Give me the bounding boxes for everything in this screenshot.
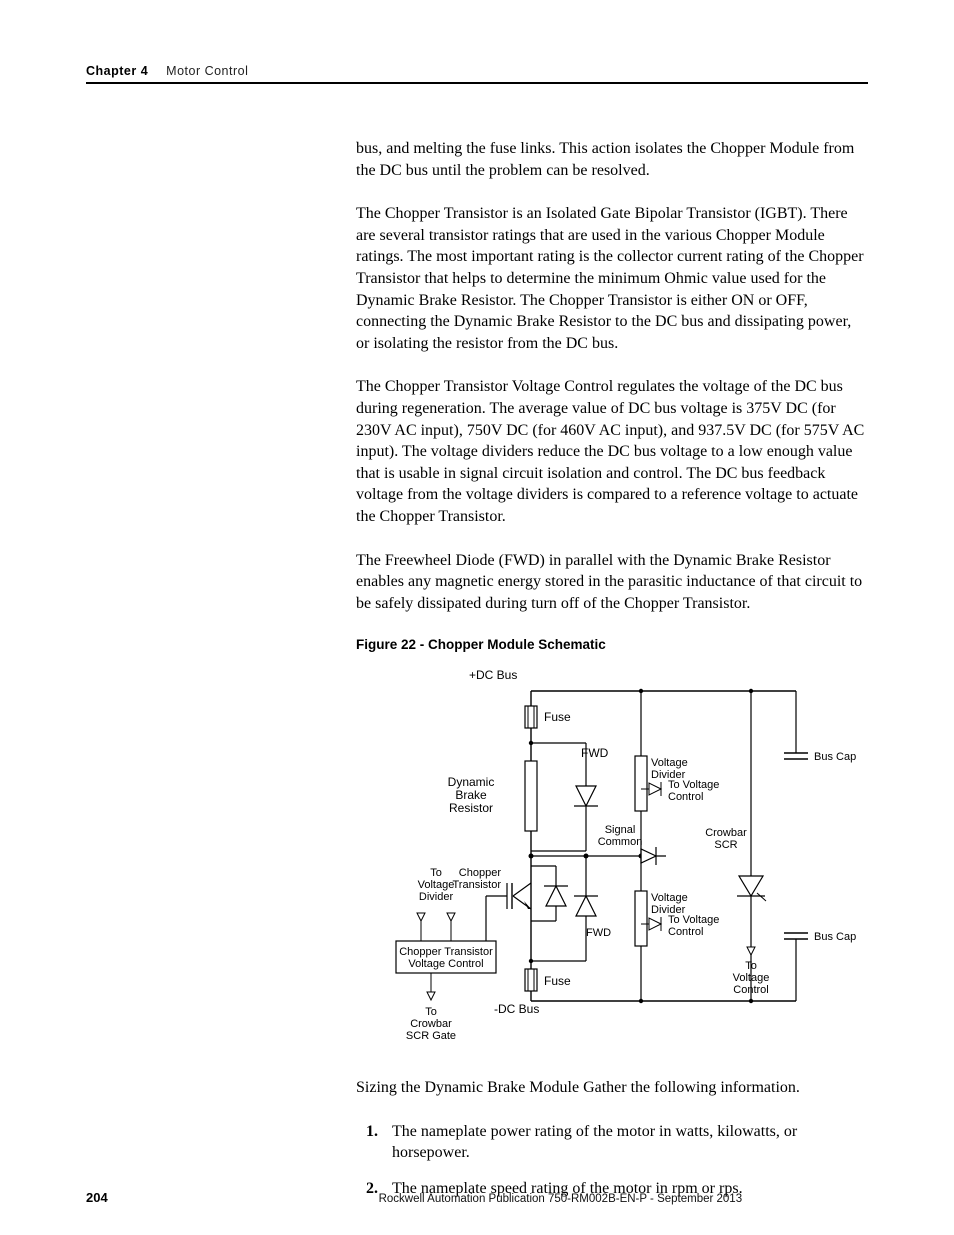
page: Chapter 4 Motor Control bus, and melting… (0, 0, 954, 1235)
label-crow1: Crowbar (705, 827, 747, 839)
figure-caption: Figure 22 - Chopper Module Schematic (356, 636, 868, 654)
schematic-svg: +DC Bus -DC Bus Fuse FWD (356, 661, 856, 1051)
publication-line: Rockwell Automation Publication 750-RM00… (253, 1193, 868, 1205)
label-crow2: SCR (714, 839, 737, 851)
label-tovc1a: To Voltage (668, 779, 719, 791)
page-number: 204 (86, 1190, 108, 1205)
section-title: Motor Control (166, 64, 248, 78)
paragraph: The Chopper Transistor is an Isolated Ga… (356, 203, 868, 354)
figure-chopper-schematic: +DC Bus -DC Bus Fuse FWD (356, 661, 868, 1058)
label-vd1a: Voltage (651, 757, 688, 769)
label-ctvc2: Voltage Control (408, 958, 483, 970)
label-tovd2: Voltage (418, 879, 455, 891)
label-dbr2: Brake (455, 788, 487, 802)
paragraph: bus, and melting the fuse links. This ac… (356, 138, 868, 181)
label-ctvc1: Chopper Transistor (399, 946, 493, 958)
paragraph: The Chopper Transistor Voltage Control r… (356, 376, 868, 527)
list-item: The nameplate power rating of the motor … (382, 1121, 868, 1164)
paragraph: The Freewheel Diode (FWD) in parallel wi… (356, 550, 868, 615)
label-buscaps-bot: Bus Caps (814, 931, 856, 943)
running-header: Chapter 4 Motor Control (86, 64, 868, 84)
page-footer: 204 Rockwell Automation Publication 750-… (86, 1190, 868, 1205)
label-vd1b: Voltage (651, 892, 688, 904)
label-dcbus-plus: +DC Bus (469, 668, 517, 682)
label-sig1: Signal (605, 824, 636, 836)
label-tovc-r3: Control (733, 984, 768, 996)
label-chop1: Chopper (459, 867, 502, 879)
label-fuse-bot: Fuse (544, 974, 571, 988)
label-fuse-top: Fuse (544, 710, 571, 724)
label-dbr1: Dynamic (448, 775, 495, 789)
label-tovd1: To (430, 867, 442, 879)
label-sig2: Common (598, 836, 643, 848)
chapter-label: Chapter 4 (86, 64, 148, 78)
label-tovc-r1: To (745, 960, 757, 972)
label-chop2: Transistor (453, 879, 502, 891)
label-tovd3: Divider (419, 891, 454, 903)
paragraph: Sizing the Dynamic Brake Module Gather t… (356, 1077, 868, 1099)
label-tovc2b: Control (668, 926, 703, 938)
label-cg2: Crowbar (410, 1018, 452, 1030)
label-tovc2a: Control (668, 791, 703, 803)
label-buscaps-top: Bus Caps (814, 751, 856, 763)
label-cg1: To (425, 1006, 437, 1018)
label-cg3: SCR Gate (406, 1030, 456, 1042)
body-column: bus, and melting the fuse links. This ac… (356, 138, 868, 1199)
label-dcbus-minus: -DC Bus (494, 1002, 539, 1016)
numbered-list: The nameplate power rating of the motor … (382, 1121, 868, 1200)
label-tovc-r2: Voltage (733, 972, 770, 984)
label-tovc1b: To Voltage (668, 914, 719, 926)
label-fwd-bot: FWD (586, 927, 611, 939)
label-dbr3: Resistor (449, 801, 493, 815)
label-fwd-top: FWD (581, 746, 609, 760)
